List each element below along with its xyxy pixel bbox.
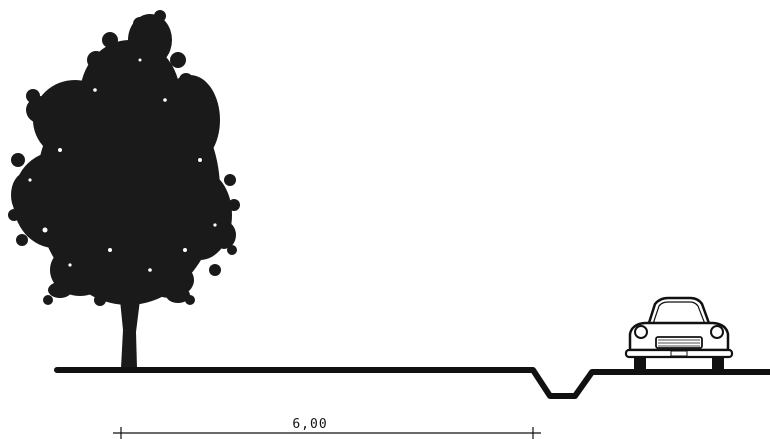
car-cabin: [646, 296, 712, 327]
car-icon: [624, 296, 734, 369]
dimension-label: 6,00: [292, 417, 327, 432]
tree-foliage-gaps: [28, 58, 217, 272]
car-windshield: [652, 301, 706, 325]
car-wheel-left: [634, 357, 646, 369]
car-headlight-right: [710, 325, 724, 339]
car-headlight-left: [634, 325, 648, 339]
ground-line: [54, 367, 770, 399]
tree-icon: [8, 10, 240, 368]
tree-trunk: [120, 262, 140, 368]
car-wheel-right: [712, 357, 724, 369]
dimension-line: [113, 427, 541, 439]
tree-canopy: [8, 10, 240, 306]
